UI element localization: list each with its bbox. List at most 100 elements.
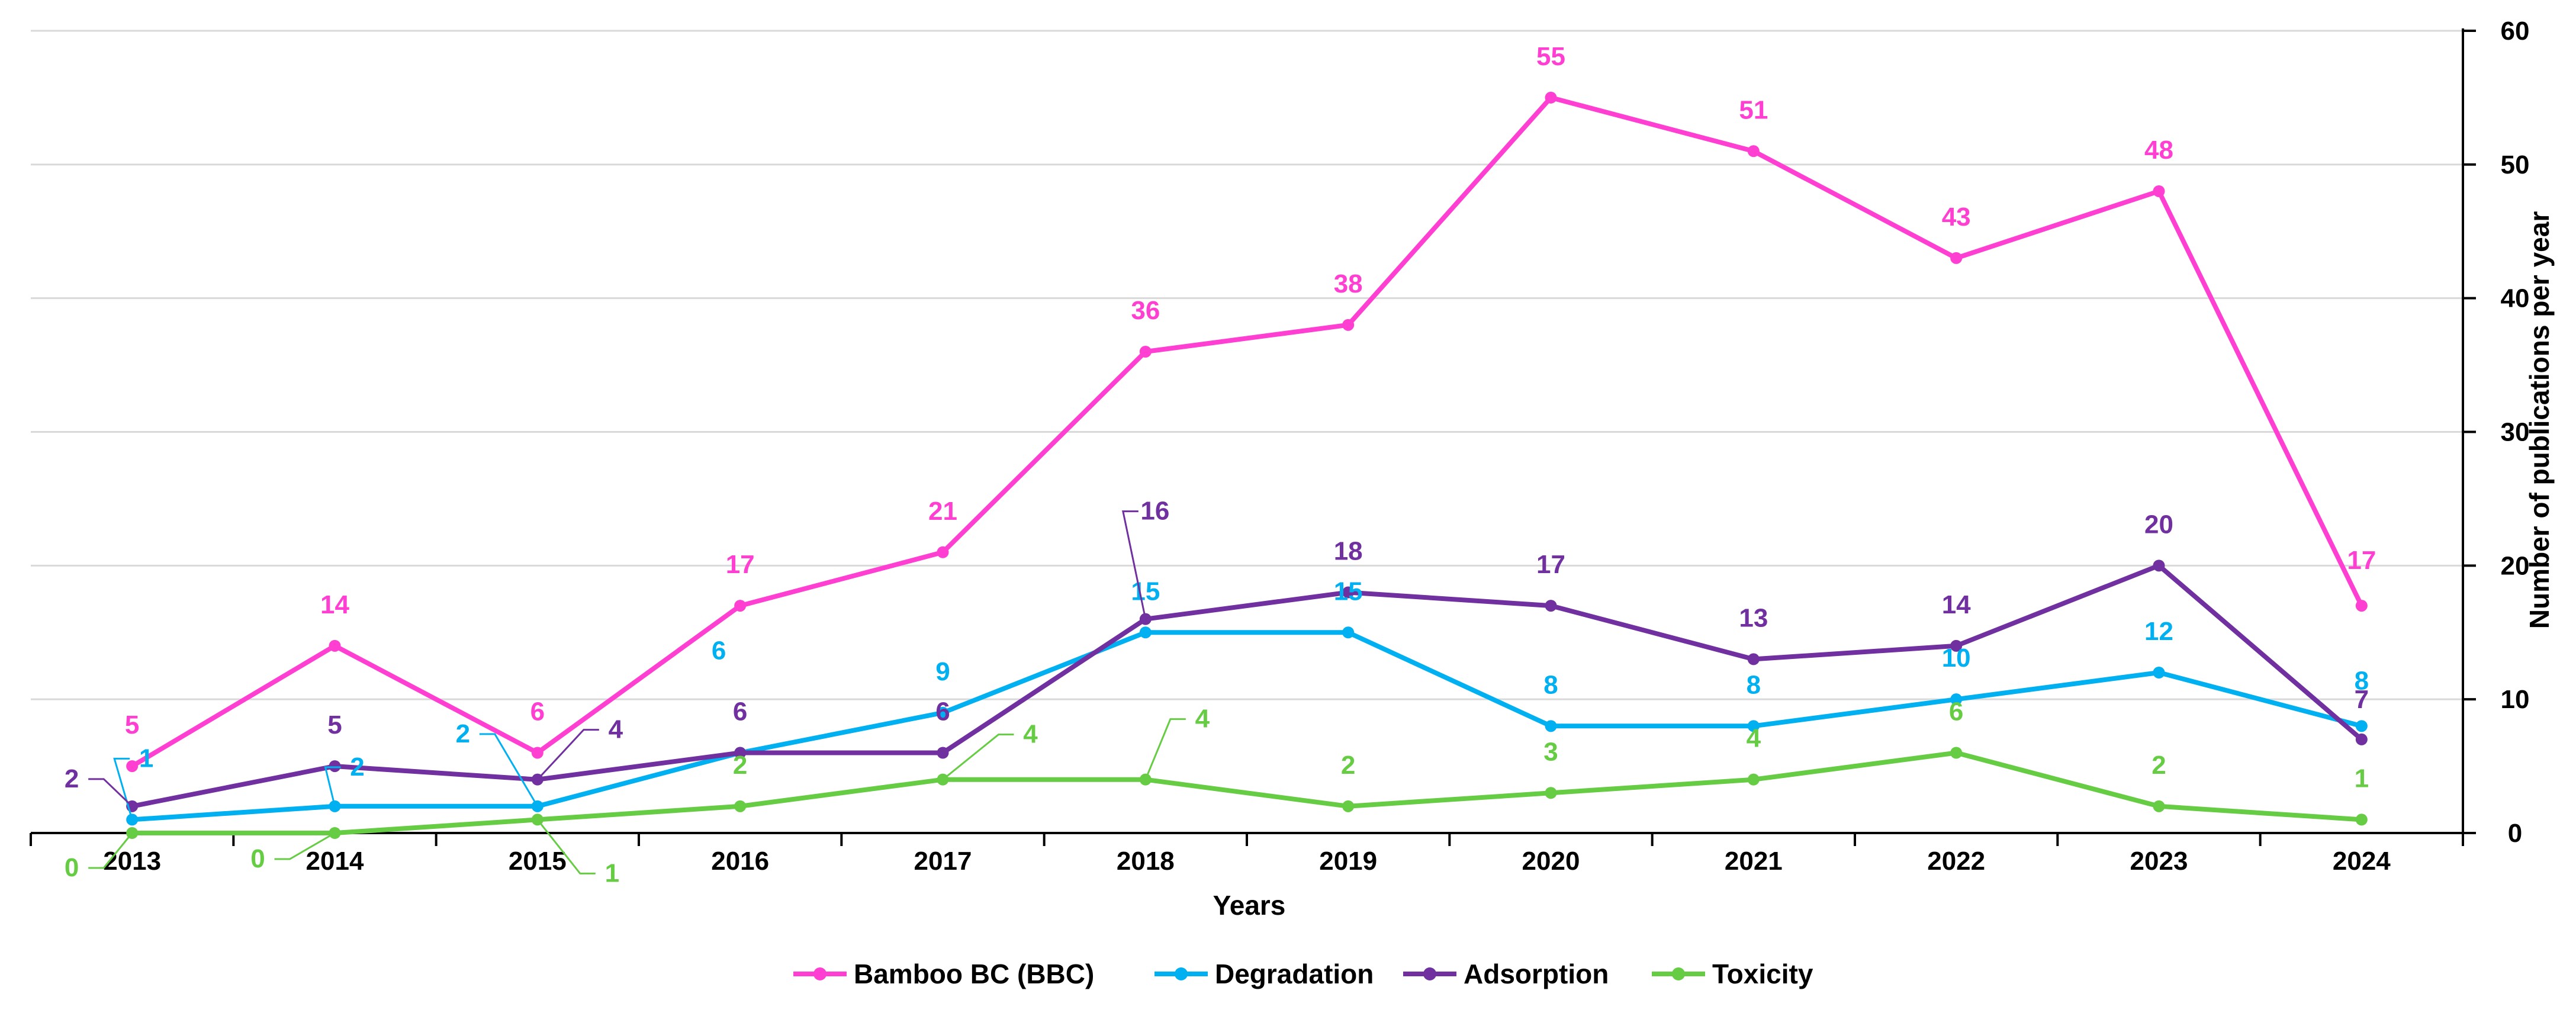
label-leader-line — [536, 819, 596, 874]
data-label: 6 — [530, 697, 545, 726]
series-line — [130, 630, 2364, 822]
data-label: 16 — [1140, 497, 1169, 526]
data-point — [1545, 720, 1557, 732]
data-label: 2 — [65, 764, 79, 793]
x-tick-label: 2023 — [2130, 847, 2188, 876]
data-point — [1950, 693, 1963, 706]
data-point — [1747, 145, 1760, 157]
data-label: 6 — [935, 697, 950, 726]
data-label: 3 — [1543, 737, 1558, 766]
label-leader-line — [536, 729, 599, 780]
data-label: 6 — [712, 636, 726, 665]
legend-label: Adsorption — [1464, 959, 1609, 989]
data-point — [329, 639, 341, 652]
data-label: 55 — [1536, 42, 1565, 71]
data-label: 2 — [733, 751, 747, 780]
data-point — [1545, 600, 1557, 612]
data-label: 1 — [139, 744, 153, 773]
data-label: 12 — [2144, 617, 2173, 646]
data-label: 1 — [2355, 764, 2369, 793]
data-label: 8 — [1543, 670, 1558, 699]
data-label: 8 — [1747, 670, 1761, 699]
data-point — [1950, 639, 1963, 652]
label-leader-line — [324, 766, 341, 807]
legend: Bamboo BC (BBC) Degradation Adsorption Toxi… — [793, 959, 1813, 989]
data-label: 0 — [65, 853, 79, 882]
x-tick-label: 2013 — [103, 847, 161, 876]
data-point — [2153, 185, 2165, 197]
y-tick-label: 60 — [2501, 17, 2530, 46]
gridlines — [31, 30, 2463, 700]
x-tick-label: 2022 — [1927, 847, 1985, 876]
data-label: 8 — [2355, 666, 2369, 695]
data-label: 9 — [935, 657, 950, 686]
data-point — [2355, 600, 2368, 612]
data-label: 5 — [125, 710, 139, 739]
data-point — [2153, 667, 2165, 678]
x-tick-label: 2016 — [711, 847, 769, 876]
data-label: 13 — [1739, 603, 1768, 632]
data-point — [1342, 586, 1355, 599]
data-label: 4 — [609, 715, 623, 744]
data-label: 2 — [456, 719, 470, 748]
legend-label: Degradation — [1215, 959, 1374, 989]
x-tick-label: 2021 — [1725, 847, 1783, 876]
data-label: 38 — [1334, 269, 1363, 298]
data-point — [1950, 252, 1963, 264]
data-point — [937, 706, 949, 719]
data-point — [1342, 800, 1355, 812]
y-tick-label: 10 — [2501, 685, 2530, 714]
data-label: 2 — [2152, 751, 2166, 780]
axes — [30, 28, 2476, 846]
data-point — [1139, 626, 1152, 639]
data-point — [937, 747, 949, 759]
data-label: 43 — [1942, 202, 1971, 231]
legend-marker — [1175, 967, 1188, 980]
data-label: 48 — [2144, 136, 2173, 165]
data-label: 4 — [1747, 724, 1761, 753]
x-tick-label: 2014 — [306, 847, 364, 876]
y-tick-label: 0 — [2508, 819, 2522, 848]
data-label: 18 — [1334, 537, 1363, 566]
data-label: 15 — [1334, 577, 1363, 606]
data-label: 10 — [1942, 644, 1971, 673]
label-leader-line — [88, 778, 133, 807]
y-axis-title: Number of publications per year — [2524, 211, 2555, 629]
data-point — [1139, 346, 1152, 358]
label-leader-line — [113, 757, 133, 820]
data-point — [1342, 319, 1355, 331]
x-axis-title: Years — [1213, 890, 1286, 921]
data-label: 20 — [2144, 510, 2173, 539]
data-point — [1545, 91, 1557, 104]
x-tick-label: 2015 — [509, 847, 567, 876]
label-leader-line — [1121, 510, 1147, 619]
data-point — [2355, 813, 2368, 826]
x-tick-label: 2018 — [1117, 847, 1175, 876]
data-label: 36 — [1131, 296, 1160, 325]
data-point — [734, 600, 747, 612]
data-point — [734, 747, 747, 759]
data-label: 1 — [605, 858, 619, 887]
series-lines — [126, 91, 2368, 839]
y-tick-label: 30 — [2501, 418, 2530, 447]
series-line — [130, 750, 2364, 835]
data-label: 51 — [1739, 95, 1768, 124]
label-leader-line — [942, 734, 1014, 780]
data-label: 0 — [250, 844, 265, 873]
data-label: 17 — [726, 550, 755, 579]
label-leader-line — [1144, 718, 1186, 780]
data-point — [1545, 787, 1557, 799]
data-label: 17 — [1536, 550, 1565, 579]
data-point — [2355, 733, 2368, 745]
data-label: 15 — [1131, 577, 1160, 606]
data-point — [1747, 773, 1760, 786]
data-label: 4 — [1023, 720, 1038, 749]
data-label: 6 — [733, 697, 747, 726]
data-label: 5 — [327, 710, 342, 739]
data-point — [531, 747, 543, 759]
data-point — [734, 800, 747, 812]
data-point — [126, 760, 139, 773]
